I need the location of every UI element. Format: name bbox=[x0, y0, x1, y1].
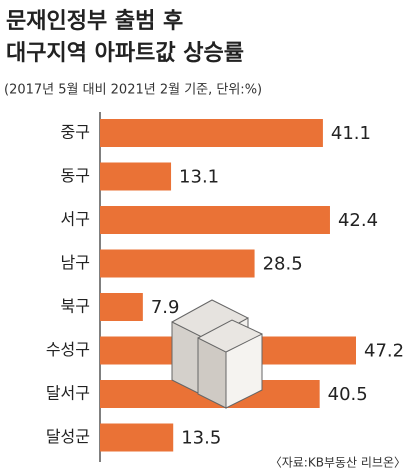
category-label: 달서구 bbox=[46, 384, 90, 403]
bar bbox=[100, 119, 323, 147]
bar bbox=[100, 249, 255, 278]
category-label: 달성군 bbox=[46, 427, 90, 446]
category-label: 북구 bbox=[61, 297, 90, 316]
bar bbox=[100, 162, 172, 191]
chart-title: 대구지역 아파트값 상승률 bbox=[6, 41, 244, 66]
bar bbox=[100, 206, 330, 234]
value-label: 47.2 bbox=[364, 341, 404, 362]
bar bbox=[100, 423, 174, 452]
value-label: 13.5 bbox=[181, 428, 221, 449]
value-label: 28.5 bbox=[263, 254, 303, 275]
category-label: 서구 bbox=[61, 210, 90, 229]
category-label: 동구 bbox=[61, 166, 90, 185]
source: 〈자료:KB부동산 리브온〉 bbox=[270, 456, 406, 470]
category-label: 남구 bbox=[61, 253, 90, 272]
value-label: 41.1 bbox=[331, 123, 371, 144]
building-illustration bbox=[171, 299, 263, 409]
value-label: 42.4 bbox=[338, 210, 378, 231]
value-label: 13.1 bbox=[179, 167, 219, 188]
chart-title: 문재인정부 출범 후 bbox=[6, 9, 183, 34]
bars: 중구 41.1 동구 13.1 서구 42.4 남구 28.5 북구 7.9 수성구 47.2 달서구 4… bbox=[46, 119, 404, 452]
chart-subtitle: (2017년 5월 대비 2021년 2월 기준, 단위:%) bbox=[4, 83, 262, 98]
bar bbox=[100, 293, 143, 321]
category-label: 수성구 bbox=[46, 340, 90, 359]
value-label: 40.5 bbox=[328, 384, 368, 405]
value-label: 7.9 bbox=[151, 297, 180, 318]
category-label: 중구 bbox=[61, 123, 90, 142]
